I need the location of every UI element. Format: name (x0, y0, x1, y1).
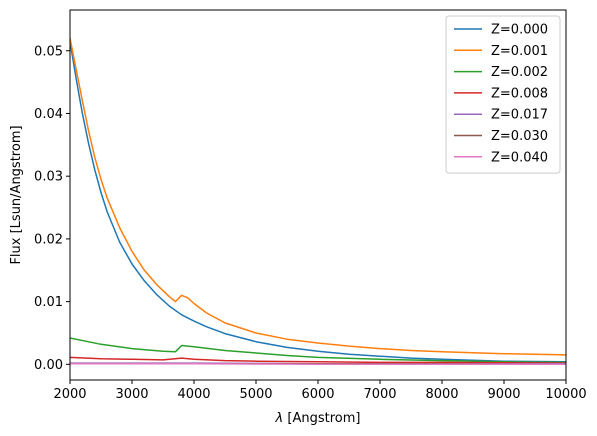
x-axis-label: λ [Angstrom] (275, 411, 361, 426)
y-axis-ticks: 0.00 0.01 0.02 0.03 0.04 0.05 (34, 44, 70, 373)
series-layer (70, 38, 566, 366)
x-axis-label-symbol: λ (275, 411, 284, 426)
legend-label-4: Z=0.008 (491, 86, 548, 101)
legend-box (445, 15, 561, 174)
y-tick-label: 0.02 (34, 232, 63, 247)
legend-label-6: Z=0.030 (491, 129, 548, 144)
x-tick-label: 5000 (239, 387, 272, 402)
y-axis-label: Flux [Lsun/Angstrom] (9, 125, 24, 264)
y-tick-label: 0.05 (34, 44, 63, 59)
legend-label-3: Z=0.002 (491, 65, 548, 80)
x-tick-label: 10000 (545, 387, 586, 402)
x-axis-ticks: 2000 3000 4000 5000 6000 7000 8000 9000 10000 (53, 380, 587, 402)
series-line-2 (70, 38, 566, 356)
x-tick-label: 3000 (115, 387, 148, 402)
x-tick-label: 9000 (487, 387, 520, 402)
y-tick-label: 0.03 (34, 170, 63, 185)
x-tick-label: 6000 (301, 387, 334, 402)
y-tick-label: 0.04 (34, 107, 63, 122)
x-tick-label: 4000 (177, 387, 210, 402)
x-axis-label-text: [Angstrom] (283, 411, 360, 426)
series-line-3 (70, 337, 566, 364)
legend-label-1: Z=0.000 (491, 23, 548, 38)
y-tick-label: 0.01 (34, 295, 63, 310)
x-tick-label: 2000 (53, 387, 86, 402)
legend-label-7: Z=0.040 (491, 150, 548, 165)
y-tick-label: 0.00 (34, 358, 63, 373)
legend-label-2: Z=0.001 (491, 44, 548, 59)
x-tick-label: 7000 (363, 387, 396, 402)
legend: Z=0.000 Z=0.001 Z=0.002 Z=0.008 Z=0.017 Z=0.0… (445, 15, 561, 174)
series-line-7 (70, 362, 566, 366)
x-tick-label: 8000 (425, 387, 458, 402)
series-line-1 (70, 41, 566, 363)
series-line-4 (70, 356, 566, 364)
legend-label-5: Z=0.017 (491, 108, 548, 123)
